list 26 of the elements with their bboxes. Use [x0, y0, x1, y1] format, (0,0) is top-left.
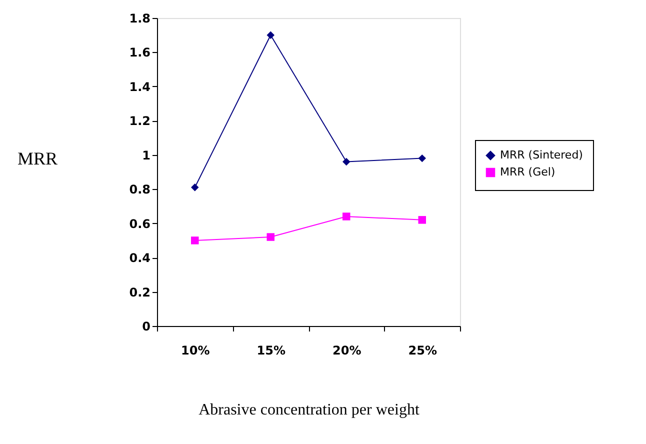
y-tick-label: 1.6 — [129, 46, 150, 60]
point — [418, 154, 426, 162]
y-tick-label: 0.2 — [129, 285, 150, 300]
y-tick-label: 0.6 — [129, 216, 150, 231]
y-tick-label: 1.2 — [129, 114, 150, 128]
point — [266, 233, 274, 241]
x-tick-label: 10% — [181, 344, 210, 358]
y-tick-label: 0 — [142, 320, 150, 334]
x-tick-label: 20% — [332, 344, 362, 358]
y-tick-label: 0.4 — [129, 251, 150, 266]
point — [266, 31, 274, 39]
y-tick-label: 1 — [142, 148, 150, 162]
point — [342, 212, 350, 220]
legend-label: MRR (Gel) — [500, 166, 556, 178]
point — [418, 216, 426, 224]
point — [191, 184, 199, 192]
y-tick-label: 0.8 — [129, 182, 150, 197]
point — [191, 236, 199, 244]
x-tick-label: 15% — [256, 344, 286, 358]
x-axis-title: Abrasive concentration per weight — [198, 402, 420, 418]
y-tick-label: 1.8 — [129, 12, 150, 26]
y-axis-title: MRR — [17, 148, 58, 168]
legend-label: MRR (Sintered) — [500, 148, 583, 162]
x-tick-label: 25% — [408, 344, 437, 358]
y-tick-label: 1.4 — [129, 80, 150, 94]
point — [342, 158, 350, 166]
